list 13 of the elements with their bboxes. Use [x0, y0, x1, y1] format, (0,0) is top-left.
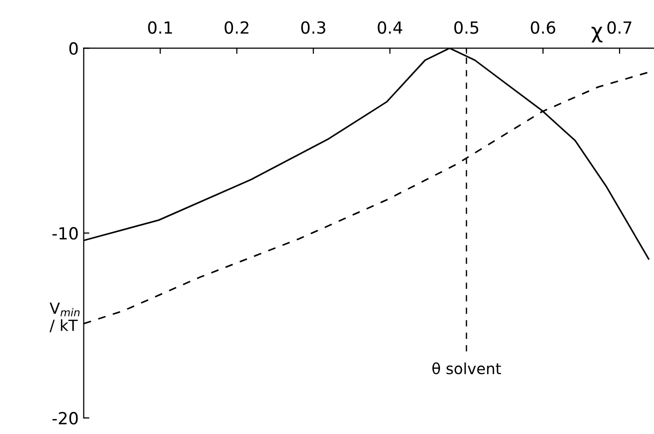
- x-tick-label: 0.1: [148, 21, 172, 34]
- x-tick-label: 0.2: [224, 21, 248, 34]
- y-tick-label: -10: [52, 227, 78, 240]
- x-tick-label: 0.4: [378, 21, 402, 34]
- x-tick-label: 0.6: [530, 21, 556, 34]
- y-tick-label: 0: [69, 42, 78, 55]
- y-tick-label: -20: [52, 412, 78, 425]
- y-axis-title: V$_{min}$ / kT: [50, 302, 80, 332]
- x-tick-label: 0.3: [301, 21, 326, 34]
- x-tick-label: 0.5: [454, 21, 478, 34]
- x-tick-label: 0.7: [607, 21, 632, 34]
- ref-line-label: θ solvent: [432, 362, 502, 374]
- x-axis-title: χ: [592, 26, 602, 42]
